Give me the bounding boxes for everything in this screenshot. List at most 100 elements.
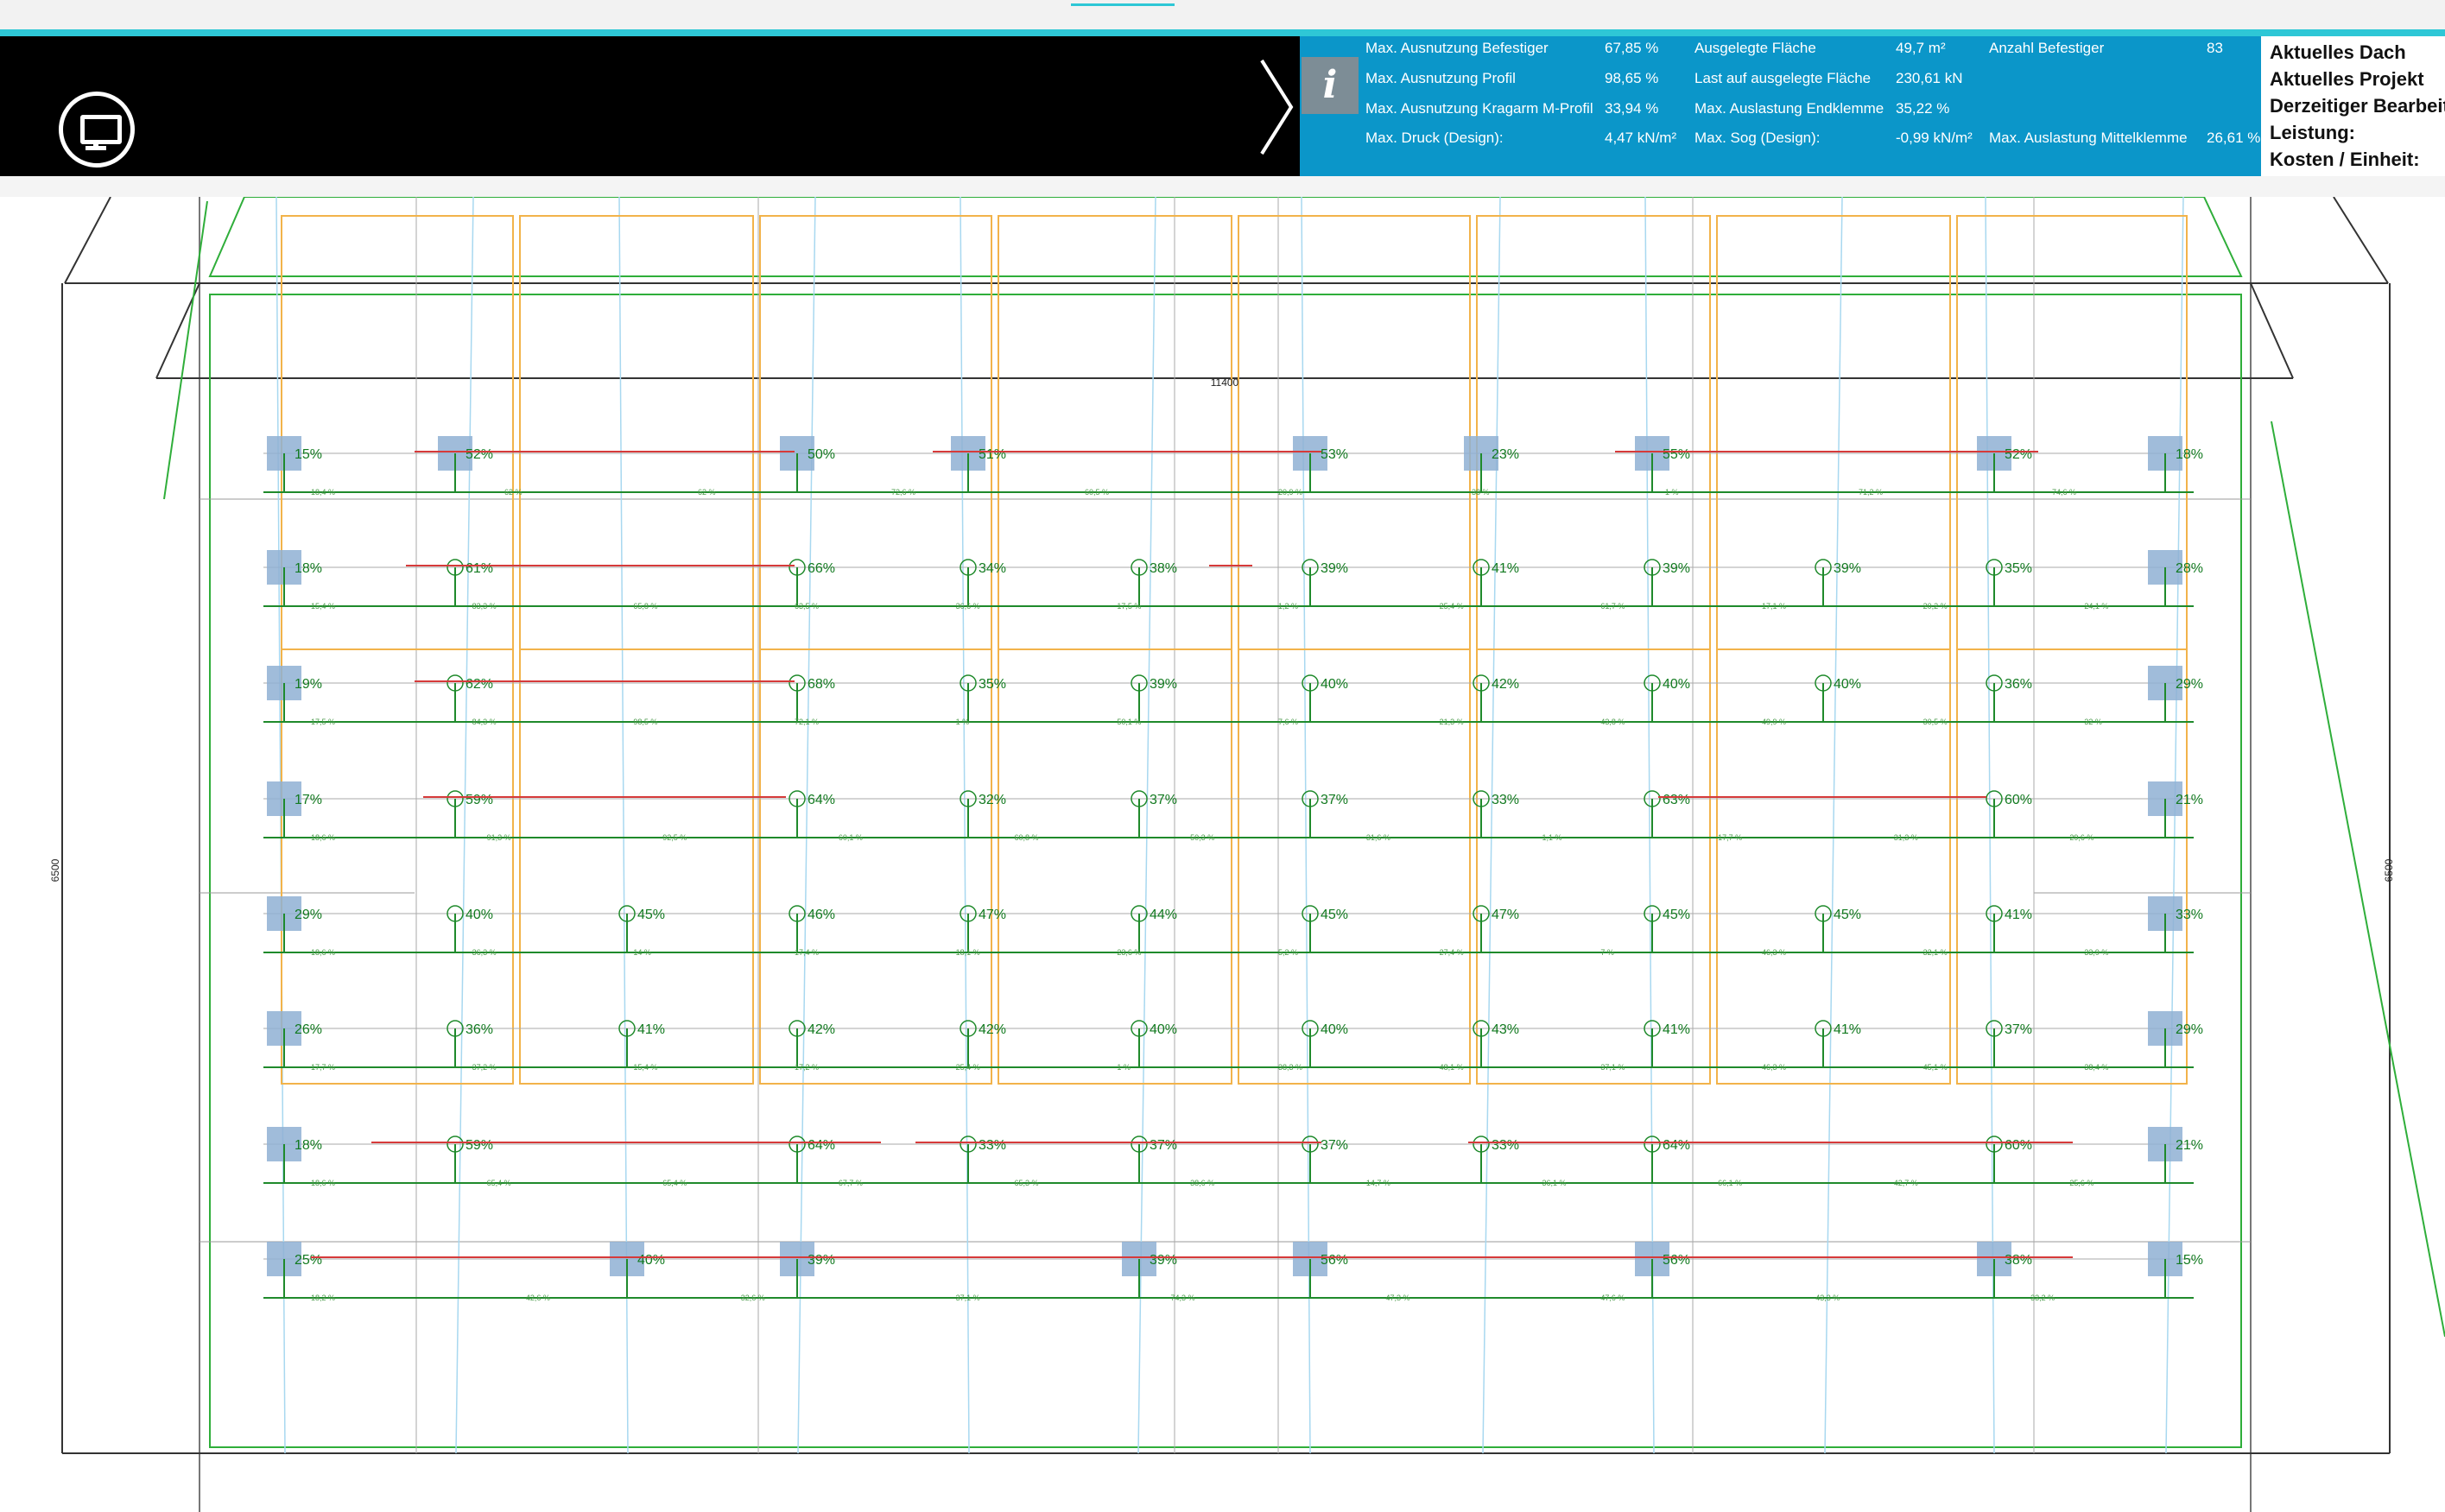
- module-outline: [1238, 648, 1471, 1085]
- span-utilization: 18,6 %: [311, 833, 335, 842]
- utilization-label: 23%: [1492, 447, 1519, 462]
- utilization-label: 15%: [2176, 1253, 2203, 1268]
- span-utilization: 83,3 %: [472, 602, 497, 610]
- stat-label: Max. Auslastung Endklemme: [1694, 100, 1884, 117]
- utilization-label: 21%: [2176, 793, 2203, 807]
- utilization-label: 46%: [808, 908, 835, 922]
- utilization-label: 33%: [2176, 908, 2203, 922]
- stat-label: Max. Sog (Design):: [1694, 130, 1821, 146]
- utilization-label: 38%: [2005, 1253, 2032, 1268]
- utilization-label: 40%: [1663, 677, 1690, 692]
- utilization-label: 62%: [466, 677, 493, 692]
- span-utilization: 17,5 %: [311, 718, 335, 726]
- utilization-label: 40%: [1321, 1022, 1348, 1037]
- info-icon[interactable]: i: [1302, 57, 1359, 114]
- utilization-label: 34%: [979, 561, 1006, 576]
- screenshot-button[interactable]: Screenshot aufnehmen: [0, 43, 207, 200]
- utilization-label: 45%: [1663, 908, 1690, 922]
- span-utilization: 18,6 %: [311, 1179, 335, 1187]
- utilization-label: 36%: [2005, 677, 2032, 692]
- span-utilization: 33,9 %: [2084, 948, 2108, 957]
- span-utilization: 38,4 %: [2084, 1063, 2108, 1072]
- span-utilization: 65,3 %: [1015, 1179, 1039, 1187]
- utilization-label: 43%: [1492, 1022, 1519, 1037]
- utilization-label: 38%: [1150, 561, 1177, 576]
- chevron-right-icon[interactable]: [1257, 55, 1298, 159]
- utilization-label: 37%: [1321, 793, 1348, 807]
- span-utilization: 48,1 %: [1440, 1063, 1464, 1072]
- span-utilization: 74,3 %: [1171, 1294, 1195, 1302]
- span-utilization: 62 %: [698, 488, 716, 497]
- span-utilization: 20,2 %: [1923, 602, 1948, 610]
- utilization-label: 29%: [2176, 1022, 2203, 1037]
- module-outline: [519, 215, 754, 650]
- utilization-label: 45%: [1834, 908, 1861, 922]
- utilization-label: 40%: [466, 908, 493, 922]
- roof-plan-canvas[interactable]: 11400 6500 6500 15% 52% 50% 51% 53% 23% 55% 52% 18%…: [0, 197, 2445, 1512]
- span-utilization: 71,2 %: [1859, 488, 1883, 497]
- monitor-icon: [59, 92, 135, 168]
- utilization-label: 60%: [2005, 1138, 2032, 1153]
- span-utilization: 1 %: [1117, 1063, 1131, 1072]
- utilization-label: 37%: [1150, 1138, 1177, 1153]
- rafter-line: [1482, 197, 1501, 1454]
- span-utilization: 46,3 %: [1762, 948, 1786, 957]
- module-outline: [759, 648, 992, 1085]
- utilization-label: 56%: [1321, 1253, 1348, 1268]
- stat-label: Ausgelegte Fläche: [1694, 40, 1816, 56]
- span-utilization: 98,5 %: [633, 718, 657, 726]
- stat-value: 35,22 %: [1896, 100, 1950, 117]
- width-dimension: 11400: [1211, 376, 1239, 389]
- active-tab-indicator: [1071, 3, 1175, 6]
- stat-label: Max. Auslastung Mittelklemme: [1989, 130, 2188, 146]
- utilization-label: 47%: [1492, 908, 1519, 922]
- span-utilization: 27,4 %: [1440, 948, 1464, 957]
- module-outline: [1238, 215, 1471, 650]
- span-utilization: 17,4 %: [795, 948, 819, 957]
- module-outline: [998, 215, 1232, 650]
- span-utilization: 60,1 %: [839, 833, 863, 842]
- utilization-label: 33%: [1492, 793, 1519, 807]
- stat-value: 49,7 m²: [1896, 40, 1946, 56]
- utilization-label: 52%: [466, 447, 493, 462]
- rafter-line: [960, 197, 970, 1454]
- span-utilization: 47,3 %: [1385, 1294, 1409, 1302]
- span-utilization: 5,2 %: [1278, 948, 1298, 957]
- utilization-label: 19%: [295, 677, 322, 692]
- toolbar-shadow: [0, 176, 2445, 197]
- span-utilization: 67,7 %: [839, 1179, 863, 1187]
- utilization-label: 50%: [808, 447, 835, 462]
- span-utilization: 17,2 %: [795, 1063, 819, 1072]
- utilization-label: 64%: [808, 793, 835, 807]
- utilization-label: 42%: [1492, 677, 1519, 692]
- stat-label: Anzahl Befestiger: [1989, 40, 2105, 56]
- stat-value: 98,65 %: [1605, 70, 1659, 86]
- utilization-label: 36%: [466, 1022, 493, 1037]
- utilization-label: 39%: [808, 1253, 835, 1268]
- utilization-label: 63%: [1663, 793, 1690, 807]
- utilization-label: 39%: [1321, 561, 1348, 576]
- span-utilization: 18,4 %: [311, 488, 335, 497]
- span-utilization: 72,6 %: [891, 488, 915, 497]
- utilization-label: 33%: [979, 1138, 1006, 1153]
- span-utilization: 38,3 %: [1278, 1063, 1302, 1072]
- height-dimension-right: 6500: [2383, 858, 2395, 882]
- stat-value: 26,61 %: [2207, 130, 2261, 146]
- utilization-label: 17%: [295, 793, 322, 807]
- utilization-label: 28%: [2176, 561, 2203, 576]
- span-utilization: 74,6 %: [2052, 488, 2076, 497]
- span-utilization: 43,3 %: [1815, 1294, 1840, 1302]
- span-utilization: 60,5 %: [1085, 488, 1109, 497]
- span-utilization: 7,6 %: [1278, 718, 1298, 726]
- span-utilization: 21,3 %: [1440, 718, 1464, 726]
- rafter-line: [1824, 197, 1843, 1454]
- module-outline: [1716, 648, 1951, 1085]
- stat-label: Max. Druck (Design):: [1365, 130, 1504, 146]
- utilization-label: 44%: [1150, 908, 1177, 922]
- utilization-label: 21%: [2176, 1138, 2203, 1153]
- span-utilization: 42,7 %: [1894, 1179, 1918, 1187]
- utilization-label: 53%: [1321, 447, 1348, 462]
- utilization-label: 25%: [295, 1253, 322, 1268]
- span-utilization: 18,2 %: [311, 1294, 335, 1302]
- span-utilization: 84,3 %: [472, 718, 497, 726]
